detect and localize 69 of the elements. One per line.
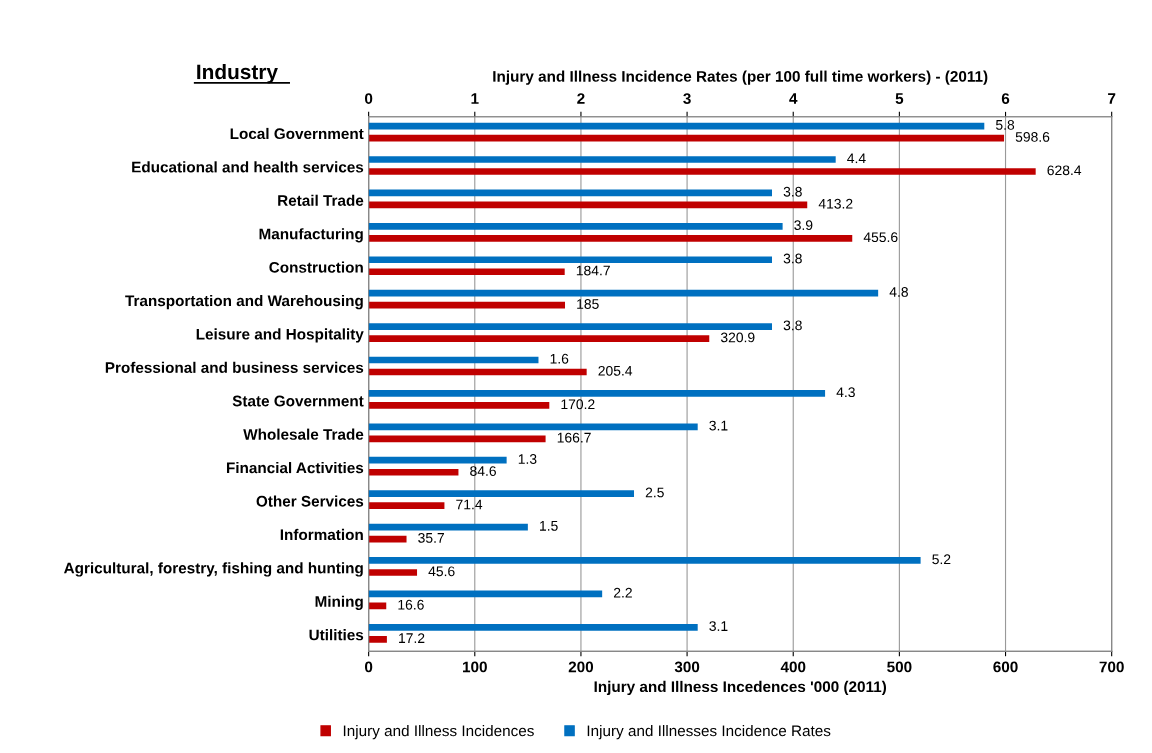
data-label: 3.8 (783, 320, 802, 331)
data-label: 5.2 (932, 554, 951, 565)
x-tick-label: 0 (365, 661, 373, 673)
data-label: 84.6 (470, 466, 496, 476)
data-label: 455.6 (863, 232, 898, 243)
data-label: 17.2 (399, 633, 425, 643)
x2-tick-label: 3 (683, 93, 691, 104)
data-label: 35.7 (418, 532, 444, 543)
data-label: 3.9 (794, 220, 813, 231)
y-tick-label: Local Government (230, 127, 364, 140)
data-label: 3.1 (709, 621, 728, 632)
x2-axis-title: Injury and Illness Incidence Rates (per 100 full time workers) - (2011) (493, 70, 988, 85)
data-label: 71.4 (456, 499, 483, 510)
legend-label: Injury and Illness Incidences (343, 725, 534, 740)
y-tick-label: Transportation and Warehousing (125, 294, 363, 310)
data-label: 170.2 (561, 399, 595, 410)
y-tick-label: Educational and health services (132, 161, 364, 173)
x-tick-label: 600 (993, 661, 1018, 673)
data-label: 5.8 (995, 119, 1015, 130)
y-axis-title: Industry (197, 63, 278, 84)
legend-label: Injury and Illnesses Incidence Rates (587, 725, 831, 740)
y-tick-label: Agricultural, forestry, fishing and hunting (63, 562, 363, 577)
data-label: 185 (577, 299, 599, 309)
x2-tick-label: 0 (365, 93, 373, 104)
x-tick-label: 700 (1099, 661, 1124, 673)
x-tick-label: 200 (568, 661, 594, 673)
data-label: 16.6 (398, 599, 424, 610)
data-label: 166.7 (557, 432, 591, 443)
x-tick-label: 100 (463, 661, 487, 673)
data-label: 320.9 (720, 332, 755, 343)
data-label: 1.5 (540, 521, 558, 531)
x2-tick-label: 2 (577, 93, 585, 104)
x-tick-label: 400 (780, 661, 806, 673)
data-label: 4.3 (836, 387, 855, 398)
y-tick-label: Construction (269, 261, 363, 273)
x-axis-title: Injury and Illness Incedences '000 (2011) (594, 680, 887, 696)
y-tick-label: Other Services (256, 495, 364, 507)
data-label: 184.7 (576, 265, 610, 276)
x-tick-label: 500 (887, 661, 912, 673)
data-label: 3.1 (709, 420, 728, 431)
data-label: 2.2 (613, 587, 632, 598)
x2-tick-label: 1 (471, 93, 479, 104)
y-tick-label: Manufacturing (259, 228, 363, 243)
x-tick-label: 300 (674, 661, 700, 673)
y-tick-label: Professional and business services (105, 361, 364, 374)
y-tick-label: Financial Activities (226, 462, 364, 474)
y-tick-label: State Government (232, 395, 364, 407)
data-label: 4.8 (889, 287, 908, 297)
data-label: 413.2 (818, 198, 853, 209)
data-label: 3.8 (783, 186, 802, 197)
data-label: 1.6 (550, 353, 569, 364)
x2-tick-label: 5 (895, 93, 904, 104)
y-tick-label: Leisure and Hospitality (196, 328, 364, 343)
data-label: 1.3 (518, 454, 537, 464)
y-tick-label: Information (280, 528, 363, 541)
data-label: 3.8 (783, 253, 802, 264)
data-label: 628.4 (1047, 165, 1082, 176)
data-label: 598.6 (1015, 131, 1050, 142)
data-label: 45.6 (428, 566, 455, 577)
x2-tick-label: 6 (1001, 93, 1010, 104)
y-tick-label: Wholesale Trade (243, 428, 364, 440)
data-label: 4.4 (847, 153, 866, 164)
data-label: 205.4 (598, 365, 633, 376)
x2-tick-label: 4 (789, 93, 798, 104)
data-label: 2.5 (645, 487, 664, 498)
y-tick-label: Retail Trade (278, 194, 364, 206)
x2-tick-label: 7 (1108, 93, 1116, 104)
y-tick-label: Utilities (309, 629, 364, 641)
y-tick-label: Mining (315, 595, 363, 610)
